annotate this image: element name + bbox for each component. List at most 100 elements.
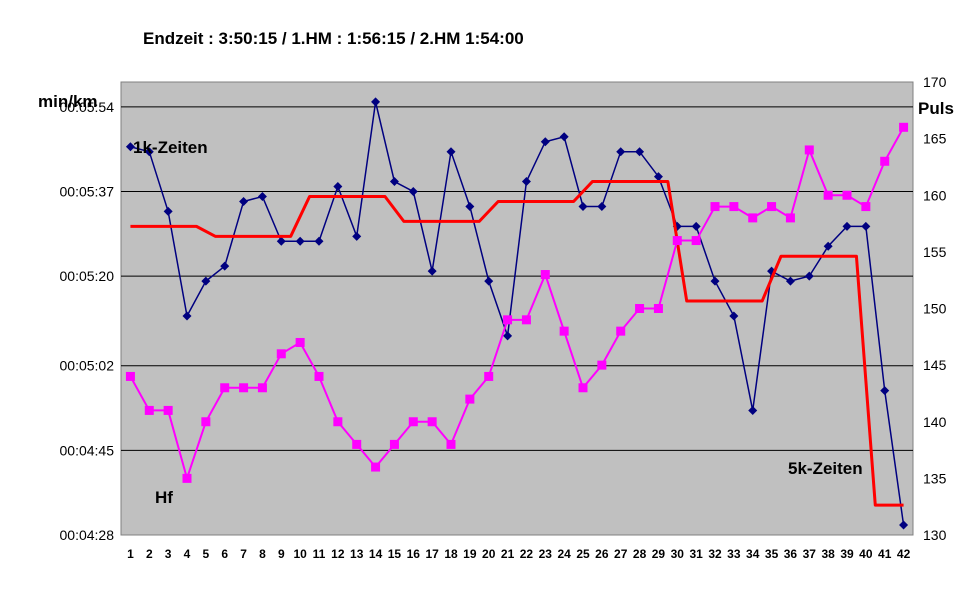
right-tick-label: 150 [923,301,947,317]
x-tick-label: 3 [165,547,172,561]
x-tick-label: 33 [727,547,741,561]
data-point-1k [333,182,343,192]
data-point-hf [389,439,399,449]
x-tick-label: 41 [878,547,892,561]
data-point-hf [653,304,663,313]
data-point-hf [823,190,833,200]
left-tick-label: 00:05:20 [60,268,115,284]
data-point-hf [295,337,305,347]
x-tick-label: 15 [388,547,402,561]
x-tick-label: 40 [859,547,873,561]
data-point-1k [691,221,701,231]
data-point-hf [144,405,154,415]
plot-area [120,81,914,536]
data-point-1k [653,172,663,182]
data-point-1k [559,132,569,142]
x-tick-label: 7 [240,547,247,561]
x-tick-label: 13 [350,547,364,561]
series-label-5k: 5k-Zeiten [788,459,863,478]
x-tick-label: 10 [293,547,307,561]
x-tick-label: 11 [313,547,326,561]
data-point-hf [314,371,324,381]
right-tick-label: 145 [923,357,947,373]
data-point-hf [880,156,890,166]
x-tick-label: 25 [576,547,590,561]
data-point-hf [484,371,494,381]
data-point-hf [163,405,173,415]
data-point-1k [239,196,249,206]
data-point-hf [729,202,739,212]
right-tick-label: 130 [923,527,947,543]
data-point-1k [257,191,267,201]
data-point-1k [314,236,324,246]
data-point-1k [125,142,135,152]
data-point-1k [163,206,173,216]
data-point-1k [578,201,588,211]
x-tick-label: 12 [331,547,345,561]
data-point-1k [748,406,758,416]
x-tick-label: 9 [278,547,285,561]
data-point-hf [521,315,531,325]
x-tick-label: 27 [614,547,628,561]
data-point-hf [861,202,871,212]
data-point-hf [427,417,437,427]
x-tick-label: 1 [127,547,134,561]
x-tick-label: 38 [821,547,835,561]
data-point-hf [710,202,720,212]
data-point-hf [842,190,852,200]
x-tick-label: 8 [259,547,266,561]
data-point-1k [804,271,814,281]
data-point-hf [691,236,701,246]
x-tick-label: 22 [520,547,534,561]
right-tick-label: 160 [923,187,947,203]
right-axis-ticks: 170 165 160 155 150 145 140 135 130 [923,74,947,543]
data-point-1k [899,520,909,530]
x-tick-label: 4 [184,547,191,561]
series-label-hf: Hf [155,488,173,507]
data-point-1k [408,187,418,197]
x-tick-label: 32 [708,547,722,561]
data-point-hf [352,439,362,449]
x-tick-label: 19 [463,547,477,561]
x-tick-label: 6 [221,547,228,561]
data-point-1k [729,311,739,321]
data-point-hf [899,122,909,132]
data-point-hf [276,349,286,359]
x-tick-label: 37 [803,547,817,561]
x-tick-label: 28 [633,547,647,561]
x-tick-label: 42 [897,547,911,561]
x-tick-label: 26 [595,547,609,561]
left-axis-label: min/km [38,92,98,111]
data-point-1k [861,221,871,231]
x-tick-label: 34 [746,547,760,561]
left-tick-label: 00:04:45 [60,442,115,458]
data-point-1k [389,177,399,187]
data-point-1k [201,276,211,286]
data-point-1k [182,311,192,321]
data-point-1k [616,147,626,157]
x-tick-label: 5 [203,547,210,561]
data-point-hf [748,213,758,223]
data-point-hf [371,462,381,472]
data-point-hf [540,270,550,280]
data-point-hf [465,394,475,404]
data-point-1k [144,147,154,157]
data-point-hf [408,417,418,427]
data-point-hf [578,383,588,393]
data-point-hf [672,236,682,246]
data-point-1k [521,177,531,187]
data-point-hf [125,371,135,381]
x-tick-label: 29 [652,547,666,561]
data-point-1k [842,221,852,231]
x-axis-ticks: 1 2 3 4 5 6 7 8 9 10 11 12 13 14 15 16 17 18 19 20 21 22 23 24 2… [127,547,910,561]
left-tick-label: 00:04:28 [60,527,115,543]
x-tick-label: 14 [369,547,383,561]
left-tick-label: 00:05:54 [60,99,115,115]
data-point-1k [295,236,305,246]
data-point-hf [182,473,192,483]
right-tick-label: 135 [923,470,947,486]
data-point-hf [559,326,569,336]
data-point-1k [823,241,833,251]
data-point-1k [710,276,720,286]
